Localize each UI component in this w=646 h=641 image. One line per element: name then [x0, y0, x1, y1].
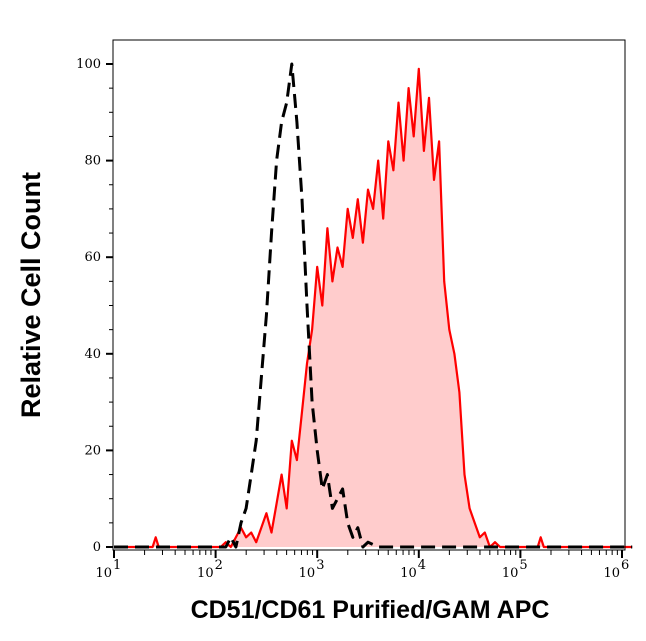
x-tick-label-base: 10	[197, 566, 214, 581]
x-tick-label-exponent: 6	[621, 558, 629, 573]
x-tick-label-base: 10	[299, 566, 316, 581]
x-tick-label-exponent: 2	[215, 558, 223, 573]
x-tick-label-base: 10	[400, 566, 417, 581]
x-tick-label-exponent: 5	[519, 558, 527, 573]
x-tick-label-base: 10	[502, 566, 519, 581]
x-tick-label-exponent: 4	[418, 558, 426, 573]
y-tick-label: 60	[84, 250, 101, 265]
y-tick-label: 40	[84, 347, 101, 362]
x-tick-label-base: 10	[95, 566, 112, 581]
x-tick-label-exponent: 1	[113, 558, 121, 573]
y-tick-label: 20	[84, 443, 101, 458]
x-axis-title: CD51/CD61 Purified/GAM APC	[191, 596, 550, 624]
y-tick-label: 0	[93, 540, 101, 555]
x-tick-label-base: 10	[603, 566, 620, 581]
x-tick-label-exponent: 3	[316, 558, 324, 573]
series-line-0	[114, 67, 633, 549]
y-tick-label: 80	[84, 154, 101, 169]
y-axis-title: Relative Cell Count	[16, 172, 46, 418]
series-fill-0	[114, 68, 633, 548]
series-line-1	[114, 62, 633, 549]
y-tick-label: 100	[76, 57, 101, 72]
plot-frame	[112, 39, 626, 551]
